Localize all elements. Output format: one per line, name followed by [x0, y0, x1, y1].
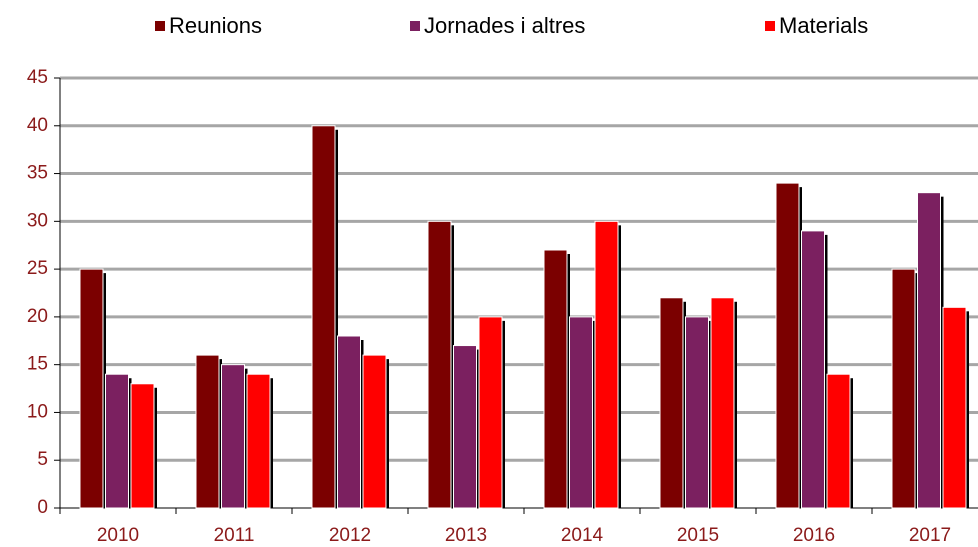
y-tick-label: 0 [37, 497, 48, 518]
bar-shadow [915, 273, 918, 508]
y-tick-label: 35 [27, 163, 48, 184]
y-tick-label: 30 [27, 210, 48, 231]
bar [942, 306, 967, 509]
bar [659, 297, 684, 509]
x-tick-label: 2015 [677, 525, 719, 546]
bar-shadow [476, 349, 480, 508]
bar-shadow [592, 320, 596, 508]
x-tick-label: 2017 [909, 525, 951, 546]
bar-shadow [799, 187, 802, 508]
x-tick-label: 2012 [329, 525, 371, 546]
legend-label: Jornades i altres [424, 13, 585, 38]
bar-shadow [128, 378, 132, 508]
bar-shadow [270, 378, 273, 508]
bar [594, 220, 619, 509]
bar [775, 182, 800, 509]
y-tick-label: 15 [27, 354, 48, 375]
bar-shadow [708, 320, 712, 508]
bar [710, 297, 735, 509]
x-tick-label: 2014 [561, 525, 604, 546]
legend-swatch [410, 21, 420, 31]
y-tick-label: 5 [37, 449, 48, 470]
bar [891, 268, 916, 509]
y-tick-label: 20 [27, 306, 48, 327]
bar [195, 354, 220, 509]
y-tick-label: 40 [27, 115, 48, 136]
bar-shadow [966, 311, 969, 508]
x-tick-label: 2016 [793, 525, 835, 546]
bar [826, 373, 851, 509]
legend-label: Materials [779, 13, 868, 38]
bar-shadow [824, 234, 828, 508]
bar [362, 354, 387, 509]
bar-shadow [567, 254, 570, 508]
x-tick-label: 2013 [445, 525, 487, 546]
bar-shadow [618, 225, 621, 509]
bar-shadow [940, 196, 944, 508]
x-tick-label: 2011 [214, 525, 255, 546]
legend-swatch [765, 21, 775, 31]
bar [569, 316, 593, 509]
bar [337, 335, 361, 509]
bar-shadow [502, 320, 505, 508]
bar [685, 316, 709, 509]
y-tick-label: 45 [27, 67, 48, 88]
y-tick-label: 10 [27, 401, 48, 422]
bar [917, 192, 941, 509]
bar [221, 364, 245, 509]
bar-shadow [850, 378, 853, 508]
bar [801, 230, 825, 509]
bar [543, 249, 568, 509]
bar-shadow [154, 387, 157, 508]
bar [311, 125, 336, 509]
bar [130, 383, 155, 509]
bar-shadow [335, 129, 338, 508]
bar-shadow [244, 368, 248, 508]
bar-shadow [103, 273, 106, 508]
bar [105, 373, 129, 509]
bar-shadow [386, 359, 389, 508]
legend-swatch [155, 21, 165, 31]
x-tick-label: 2010 [97, 525, 139, 546]
bar-shadow [219, 359, 222, 508]
bar-shadow [360, 340, 364, 508]
bar [246, 373, 271, 509]
bar [478, 316, 503, 509]
bar [453, 345, 477, 509]
bar [427, 220, 452, 509]
bar-shadow [734, 301, 737, 508]
bar-shadow [683, 301, 686, 508]
bar-shadow [451, 225, 454, 509]
legend-label: Reunions [169, 13, 262, 38]
y-tick-label: 25 [27, 258, 48, 279]
bar [79, 268, 104, 509]
